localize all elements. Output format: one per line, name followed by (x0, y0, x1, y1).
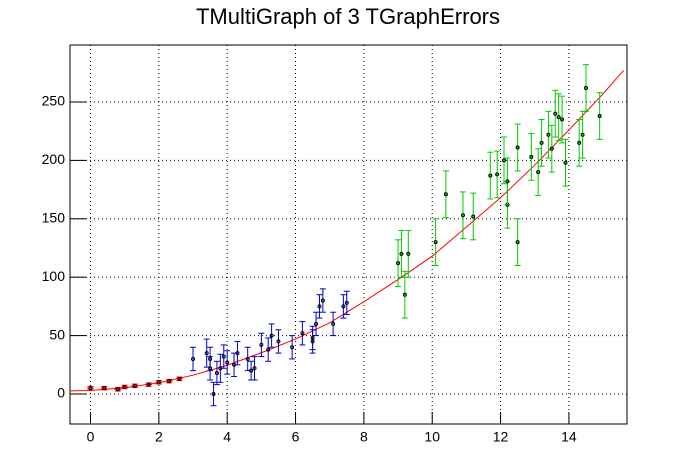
y-tick-label: 0 (57, 385, 65, 401)
point (553, 111, 558, 116)
point (156, 380, 161, 385)
point (167, 379, 172, 384)
point (269, 333, 274, 338)
point (344, 300, 349, 305)
point (539, 140, 544, 145)
point (402, 292, 407, 297)
y-tick-label: 150 (42, 209, 66, 225)
point (546, 132, 551, 137)
point (460, 213, 465, 218)
point (208, 356, 213, 361)
point (560, 117, 565, 122)
point (406, 251, 411, 256)
point (214, 370, 219, 375)
y-tick-label: 250 (42, 93, 66, 109)
point (314, 321, 319, 326)
point (505, 179, 510, 184)
point (204, 351, 209, 356)
point (211, 391, 216, 396)
x-tick-label: 0 (87, 429, 95, 445)
point (495, 172, 500, 177)
point (536, 170, 541, 175)
point (556, 115, 561, 120)
point (225, 360, 230, 365)
point (310, 339, 315, 344)
point (563, 160, 568, 165)
chart-title: TMultiGraph of 3 TGraphErrors (196, 4, 500, 29)
point (399, 251, 404, 256)
point (317, 304, 322, 309)
point (276, 339, 281, 344)
x-tick-label: 2 (155, 429, 163, 445)
x-tick-label: 4 (223, 429, 231, 445)
point (433, 240, 438, 245)
point (290, 345, 295, 350)
point (488, 173, 493, 178)
point (235, 351, 240, 356)
point (443, 192, 448, 197)
point (259, 342, 264, 347)
point (249, 368, 254, 373)
point (177, 376, 182, 381)
point (341, 304, 346, 309)
y-tick-label: 50 (49, 326, 65, 342)
point (132, 383, 137, 388)
point (221, 354, 226, 359)
y-tick-label: 200 (42, 151, 66, 167)
x-tick-label: 10 (424, 429, 440, 445)
x-tick-label: 12 (493, 429, 509, 445)
point (396, 261, 401, 266)
point (320, 298, 325, 303)
plot-frame (69, 44, 628, 425)
point (471, 214, 476, 219)
point (515, 240, 520, 245)
point (331, 321, 336, 326)
point (122, 384, 127, 389)
point (597, 114, 602, 119)
point (266, 347, 271, 352)
point (300, 331, 305, 336)
point (115, 387, 120, 392)
x-tick-label: 8 (360, 429, 368, 445)
y-tick-label: 100 (42, 268, 66, 284)
point (515, 145, 520, 150)
point (549, 146, 554, 151)
point (191, 356, 196, 361)
point (580, 132, 585, 137)
point (252, 366, 257, 371)
point (146, 382, 151, 387)
point (102, 386, 107, 391)
point (245, 356, 250, 361)
point (577, 140, 582, 145)
point (529, 154, 534, 159)
point (88, 386, 93, 391)
x-tick-label: 14 (561, 429, 577, 445)
point (501, 158, 506, 163)
point (583, 85, 588, 90)
x-tick-label: 6 (292, 429, 300, 445)
